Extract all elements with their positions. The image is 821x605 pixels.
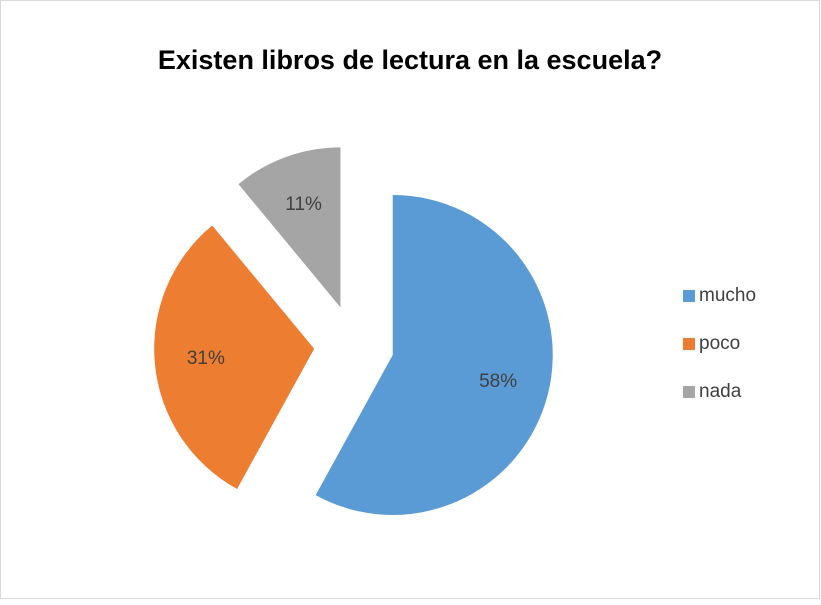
data-label: 31% — [187, 348, 225, 369]
legend-label: poco — [699, 333, 740, 354]
legend-swatch — [683, 386, 695, 398]
legend-label: mucho — [699, 285, 756, 306]
pie-slice — [238, 147, 341, 308]
data-label: 58% — [479, 371, 517, 392]
legend-swatch — [683, 290, 695, 302]
legend-label: nada — [699, 381, 742, 402]
data-label: 11% — [285, 194, 322, 215]
legend-swatch — [683, 338, 695, 350]
pie-slice — [315, 194, 553, 515]
chart-title: Existen libros de lectura en la escuela? — [158, 45, 662, 75]
pie-slice — [154, 225, 315, 489]
